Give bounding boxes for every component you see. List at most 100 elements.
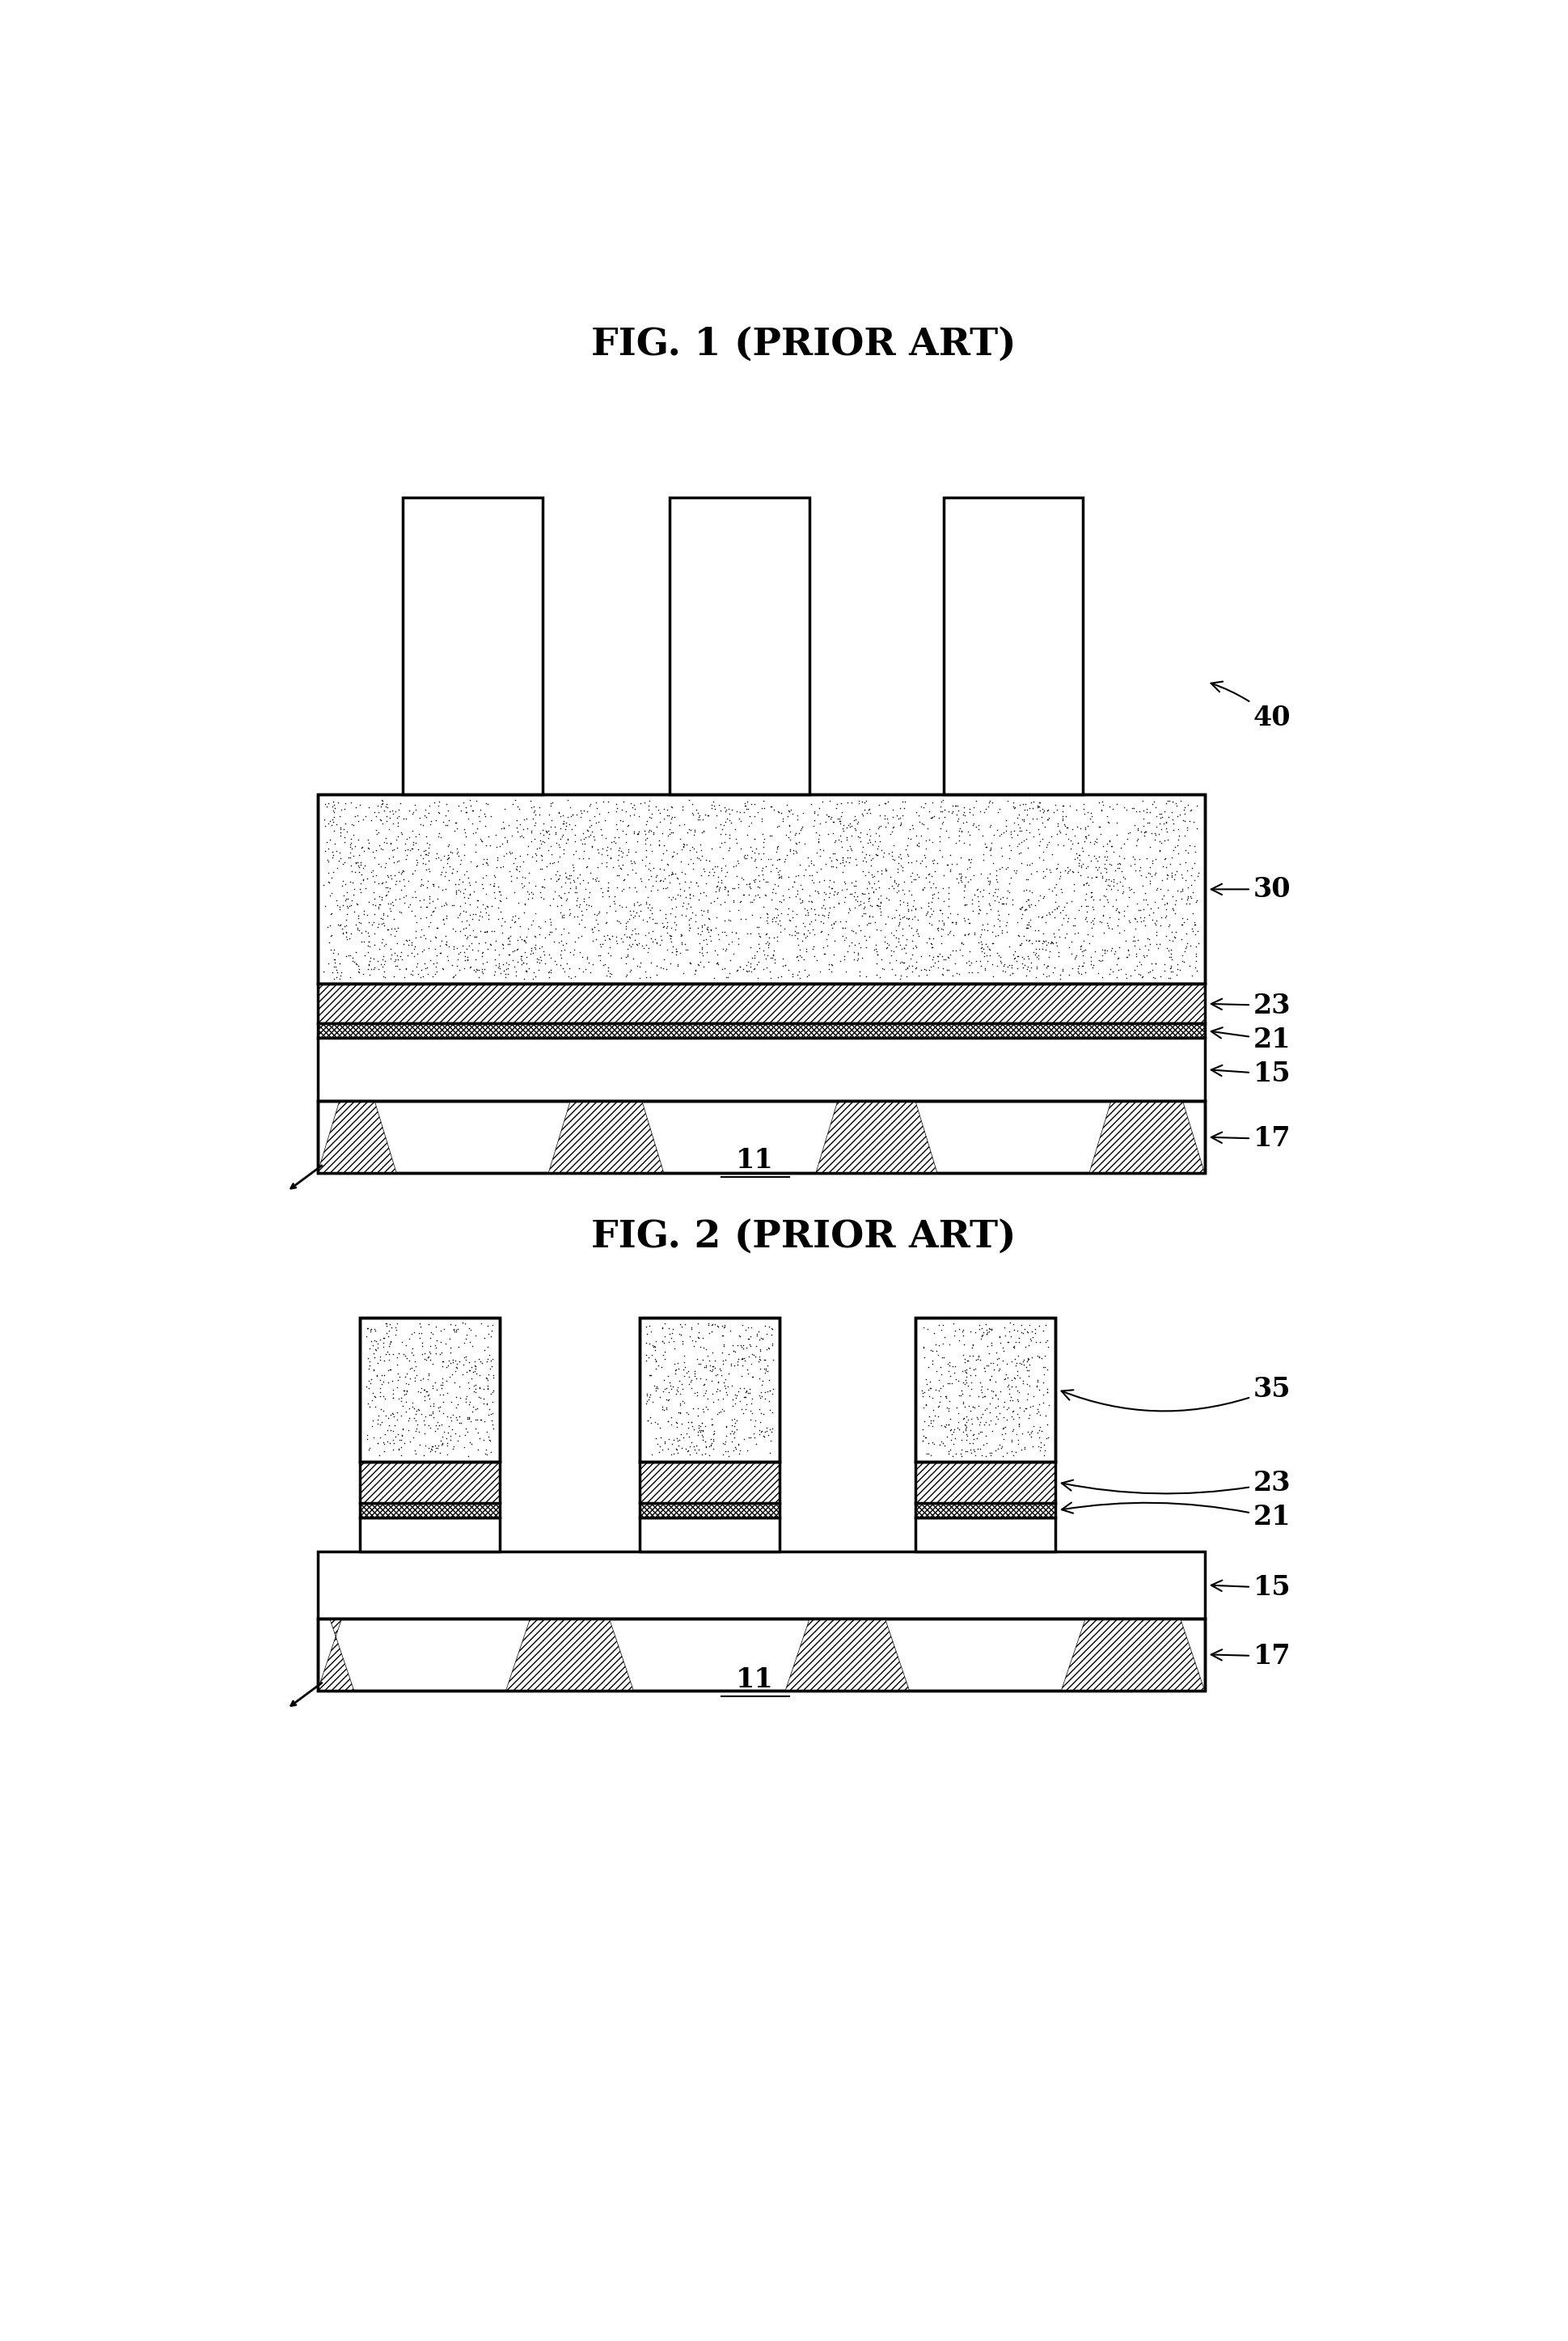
Point (925, 880, 950, 918)
Point (759, 939, 784, 976)
Point (591, 946, 616, 983)
Point (495, 946, 521, 983)
Point (659, 798, 684, 836)
Point (958, 1412, 983, 1449)
Point (615, 929, 640, 967)
Point (891, 852, 916, 890)
Point (942, 1313, 967, 1351)
Point (372, 953, 397, 990)
Point (867, 887, 892, 925)
Point (753, 878, 778, 915)
Point (649, 918, 674, 955)
Point (828, 817, 853, 854)
Point (643, 1372, 668, 1409)
Point (1184, 810, 1209, 847)
Point (1090, 957, 1115, 995)
Point (939, 904, 964, 941)
Point (1002, 939, 1027, 976)
Point (320, 803, 345, 840)
Point (778, 915, 803, 953)
Point (900, 922, 925, 960)
Point (691, 1348, 717, 1386)
Point (706, 1362, 731, 1400)
Point (456, 1311, 481, 1348)
Point (1063, 936, 1088, 974)
Point (950, 1384, 975, 1421)
Point (792, 908, 817, 946)
Point (759, 787, 784, 824)
Point (737, 1374, 762, 1412)
Point (690, 1391, 715, 1428)
Point (463, 812, 488, 850)
Point (925, 1398, 950, 1435)
Point (1094, 798, 1120, 836)
Point (508, 918, 533, 955)
Point (986, 1339, 1011, 1377)
Point (967, 1414, 993, 1451)
Point (886, 801, 911, 838)
Point (375, 1400, 400, 1437)
Point (348, 922, 373, 960)
Point (886, 866, 911, 904)
Point (654, 894, 679, 932)
Point (898, 819, 924, 857)
Point (739, 805, 764, 843)
Point (759, 1316, 784, 1353)
Point (420, 1367, 445, 1405)
Point (434, 1419, 459, 1456)
Point (1057, 955, 1082, 993)
Point (425, 1430, 450, 1468)
Point (897, 810, 922, 847)
Point (321, 782, 347, 819)
Point (1013, 784, 1038, 822)
Point (387, 1358, 412, 1395)
Point (702, 960, 728, 997)
Point (787, 960, 812, 997)
Point (895, 836, 920, 873)
Point (1018, 1414, 1043, 1451)
Point (467, 1355, 492, 1393)
Point (917, 897, 942, 934)
Point (866, 861, 891, 899)
Point (983, 1405, 1008, 1442)
Point (972, 911, 997, 948)
Point (1087, 784, 1112, 822)
Point (786, 824, 811, 861)
Point (585, 831, 610, 869)
Point (612, 915, 637, 953)
Point (420, 1393, 445, 1430)
Point (782, 908, 808, 946)
Point (898, 876, 924, 913)
Point (939, 1416, 964, 1454)
Point (699, 789, 724, 826)
Point (781, 831, 806, 869)
Point (952, 899, 977, 936)
Point (989, 1416, 1014, 1454)
Point (441, 929, 466, 967)
Point (420, 957, 445, 995)
Point (1137, 850, 1162, 887)
Point (408, 798, 433, 836)
Point (343, 946, 368, 983)
Point (753, 925, 778, 962)
Point (1077, 824, 1102, 861)
Point (1124, 826, 1149, 864)
Point (1162, 854, 1187, 892)
Point (877, 943, 902, 981)
Point (742, 819, 767, 857)
Point (724, 1377, 750, 1414)
Point (358, 1388, 383, 1426)
Point (392, 1423, 417, 1461)
Point (474, 943, 499, 981)
Point (1011, 871, 1036, 908)
Point (706, 1369, 731, 1407)
Point (886, 869, 911, 906)
Point (1074, 808, 1099, 845)
Point (1040, 892, 1065, 929)
Point (362, 1311, 387, 1348)
Point (947, 932, 972, 969)
Point (671, 1419, 696, 1456)
Point (765, 857, 790, 894)
Point (1109, 829, 1134, 866)
Point (1004, 941, 1029, 979)
